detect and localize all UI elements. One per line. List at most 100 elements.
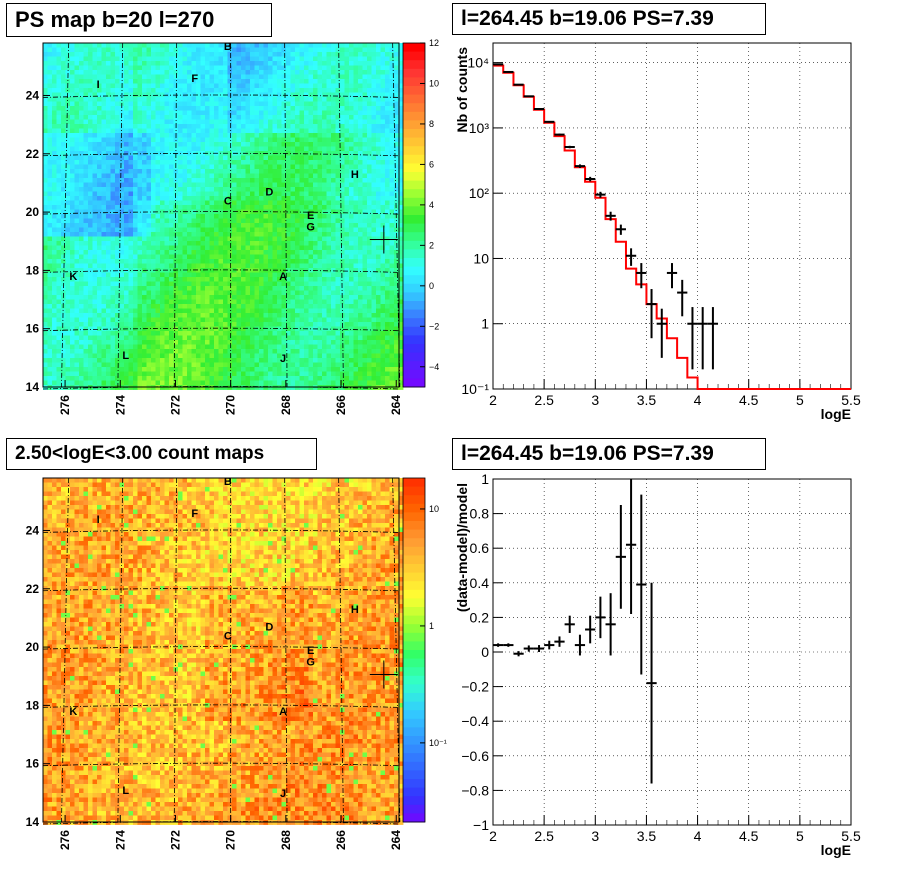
map-cell: [358, 164, 363, 170]
map-cell: [245, 223, 251, 228]
map-cell: [259, 241, 264, 246]
map-cell: [250, 115, 255, 120]
map-cell: [119, 142, 125, 147]
map-cell: [385, 169, 390, 174]
map-cell: [268, 281, 273, 287]
map-cell: [119, 281, 125, 287]
map-cell: [97, 146, 102, 152]
map-cell: [119, 196, 125, 201]
map-cell: [164, 43, 170, 48]
map-cell: [160, 137, 165, 143]
map-cell: [70, 52, 75, 57]
map-cell: [308, 232, 314, 237]
map-cell: [358, 209, 363, 215]
map-cell: [250, 223, 255, 228]
map-cell: [65, 52, 71, 57]
map-cell: [277, 142, 282, 147]
map-cell: [173, 286, 179, 291]
map-cell: [101, 272, 107, 278]
map-cell: [43, 79, 48, 84]
map-cell: [299, 218, 305, 224]
map-cell: [236, 290, 242, 296]
map-cell: [227, 74, 233, 80]
map-cell: [209, 268, 215, 273]
map-cell: [308, 281, 314, 287]
map-cell: [178, 254, 183, 260]
map-cell: [362, 119, 368, 125]
map-cell: [205, 56, 210, 62]
map-cell: [371, 295, 377, 300]
map-cell: [308, 70, 314, 75]
map-cell: [191, 236, 197, 242]
map-cell: [308, 227, 314, 233]
map-cell: [304, 173, 309, 179]
map-cell: [371, 119, 377, 125]
map-cell: [70, 88, 75, 93]
map-cell: [155, 169, 161, 174]
map-cell: [259, 61, 264, 66]
map-cell: [304, 241, 309, 246]
map-cell: [106, 196, 111, 201]
map-cell: [146, 151, 152, 156]
map-cell: [299, 209, 305, 215]
map-cell: [385, 47, 390, 53]
map-cell: [227, 214, 233, 219]
map-cell: [101, 119, 107, 125]
map-cell: [182, 65, 188, 71]
map-cell: [169, 295, 174, 300]
map-cell: [281, 241, 287, 246]
map-cell: [245, 299, 251, 305]
map-cell: [344, 218, 350, 224]
map-cell: [290, 214, 296, 219]
map-cell: [187, 277, 192, 282]
map-cell: [146, 70, 152, 75]
map-cell: [128, 151, 134, 156]
map-cell: [223, 299, 228, 305]
map-cell: [367, 218, 372, 224]
map-cell: [331, 65, 336, 71]
map-cell: [349, 70, 354, 75]
map-cell: [110, 254, 116, 260]
map-cell: [115, 322, 120, 327]
map-cell: [254, 268, 260, 273]
map-cell: [286, 173, 291, 179]
map-cell: [286, 178, 291, 183]
map-cell: [277, 83, 282, 89]
map-cell: [259, 245, 264, 251]
map-cell: [227, 110, 233, 116]
map-cell: [124, 52, 129, 57]
map-cell: [169, 209, 174, 215]
map-cell: [349, 299, 354, 305]
map-cell: [151, 308, 156, 314]
map-cell: [142, 295, 147, 300]
map-cell: [250, 173, 255, 179]
map-cell: [227, 101, 233, 107]
map-cell: [200, 124, 206, 129]
map-cell: [124, 137, 129, 143]
map-cell: [52, 124, 57, 129]
map-cell: [196, 146, 201, 152]
map-cell: [223, 259, 228, 264]
map-cell: [110, 313, 116, 318]
map-cell: [119, 128, 125, 134]
map-cell: [142, 52, 147, 57]
map-cell: [367, 110, 372, 116]
map-cell: [236, 214, 242, 219]
map-cell: [232, 56, 237, 62]
map-cell: [223, 47, 228, 53]
map-cell: [326, 191, 332, 197]
map-cell: [263, 173, 269, 179]
map-cell: [191, 187, 197, 192]
map-cell: [169, 299, 174, 305]
map-cell: [101, 160, 107, 165]
map-cell: [304, 218, 309, 224]
map-cell: [281, 227, 287, 233]
map-cell: [232, 97, 237, 102]
map-cell: [218, 88, 224, 93]
map-cell: [241, 232, 246, 237]
map-cell: [101, 92, 107, 98]
map-cell: [308, 47, 314, 53]
map-cell: [178, 110, 183, 116]
map-cell: [376, 263, 381, 269]
map-cell: [290, 187, 296, 192]
